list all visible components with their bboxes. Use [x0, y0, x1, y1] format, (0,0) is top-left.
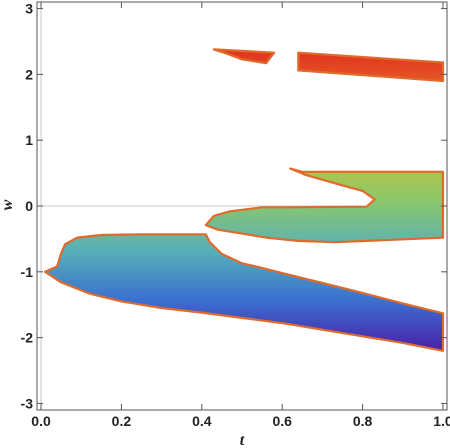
y-tick-label: 0 [25, 198, 33, 214]
y-axis-title: w [0, 199, 16, 210]
y-tick-label: -1 [21, 264, 34, 280]
x-tick-label: 0.0 [31, 413, 51, 429]
x-axis-title: t [240, 432, 245, 448]
x-tick-label: 0.2 [112, 413, 132, 429]
y-tick-label: 2 [25, 66, 33, 82]
region-lower-region [43, 233, 445, 352]
regions [43, 48, 445, 352]
x-tick-label: 1.0 [433, 413, 450, 429]
region-middle-region [204, 167, 445, 244]
x-axis-ticks: 0.0 0.2 0.4 0.6 0.8 1.0 [31, 2, 450, 429]
y-tick-label: 3 [25, 1, 33, 17]
x-tick-label: 0.8 [353, 413, 373, 429]
region-upper-right-strip [297, 51, 445, 83]
y-tick-label: -2 [21, 330, 34, 346]
x-tick-label: 0.4 [192, 413, 212, 429]
region-upper-left-strip [212, 48, 276, 65]
y-axis-ticks: 3 2 1 0 -1 -2 -3 [21, 1, 447, 411]
y-tick-label: 1 [25, 132, 33, 148]
y-tick-label: -3 [21, 395, 34, 411]
x-tick-label: 0.6 [272, 413, 292, 429]
